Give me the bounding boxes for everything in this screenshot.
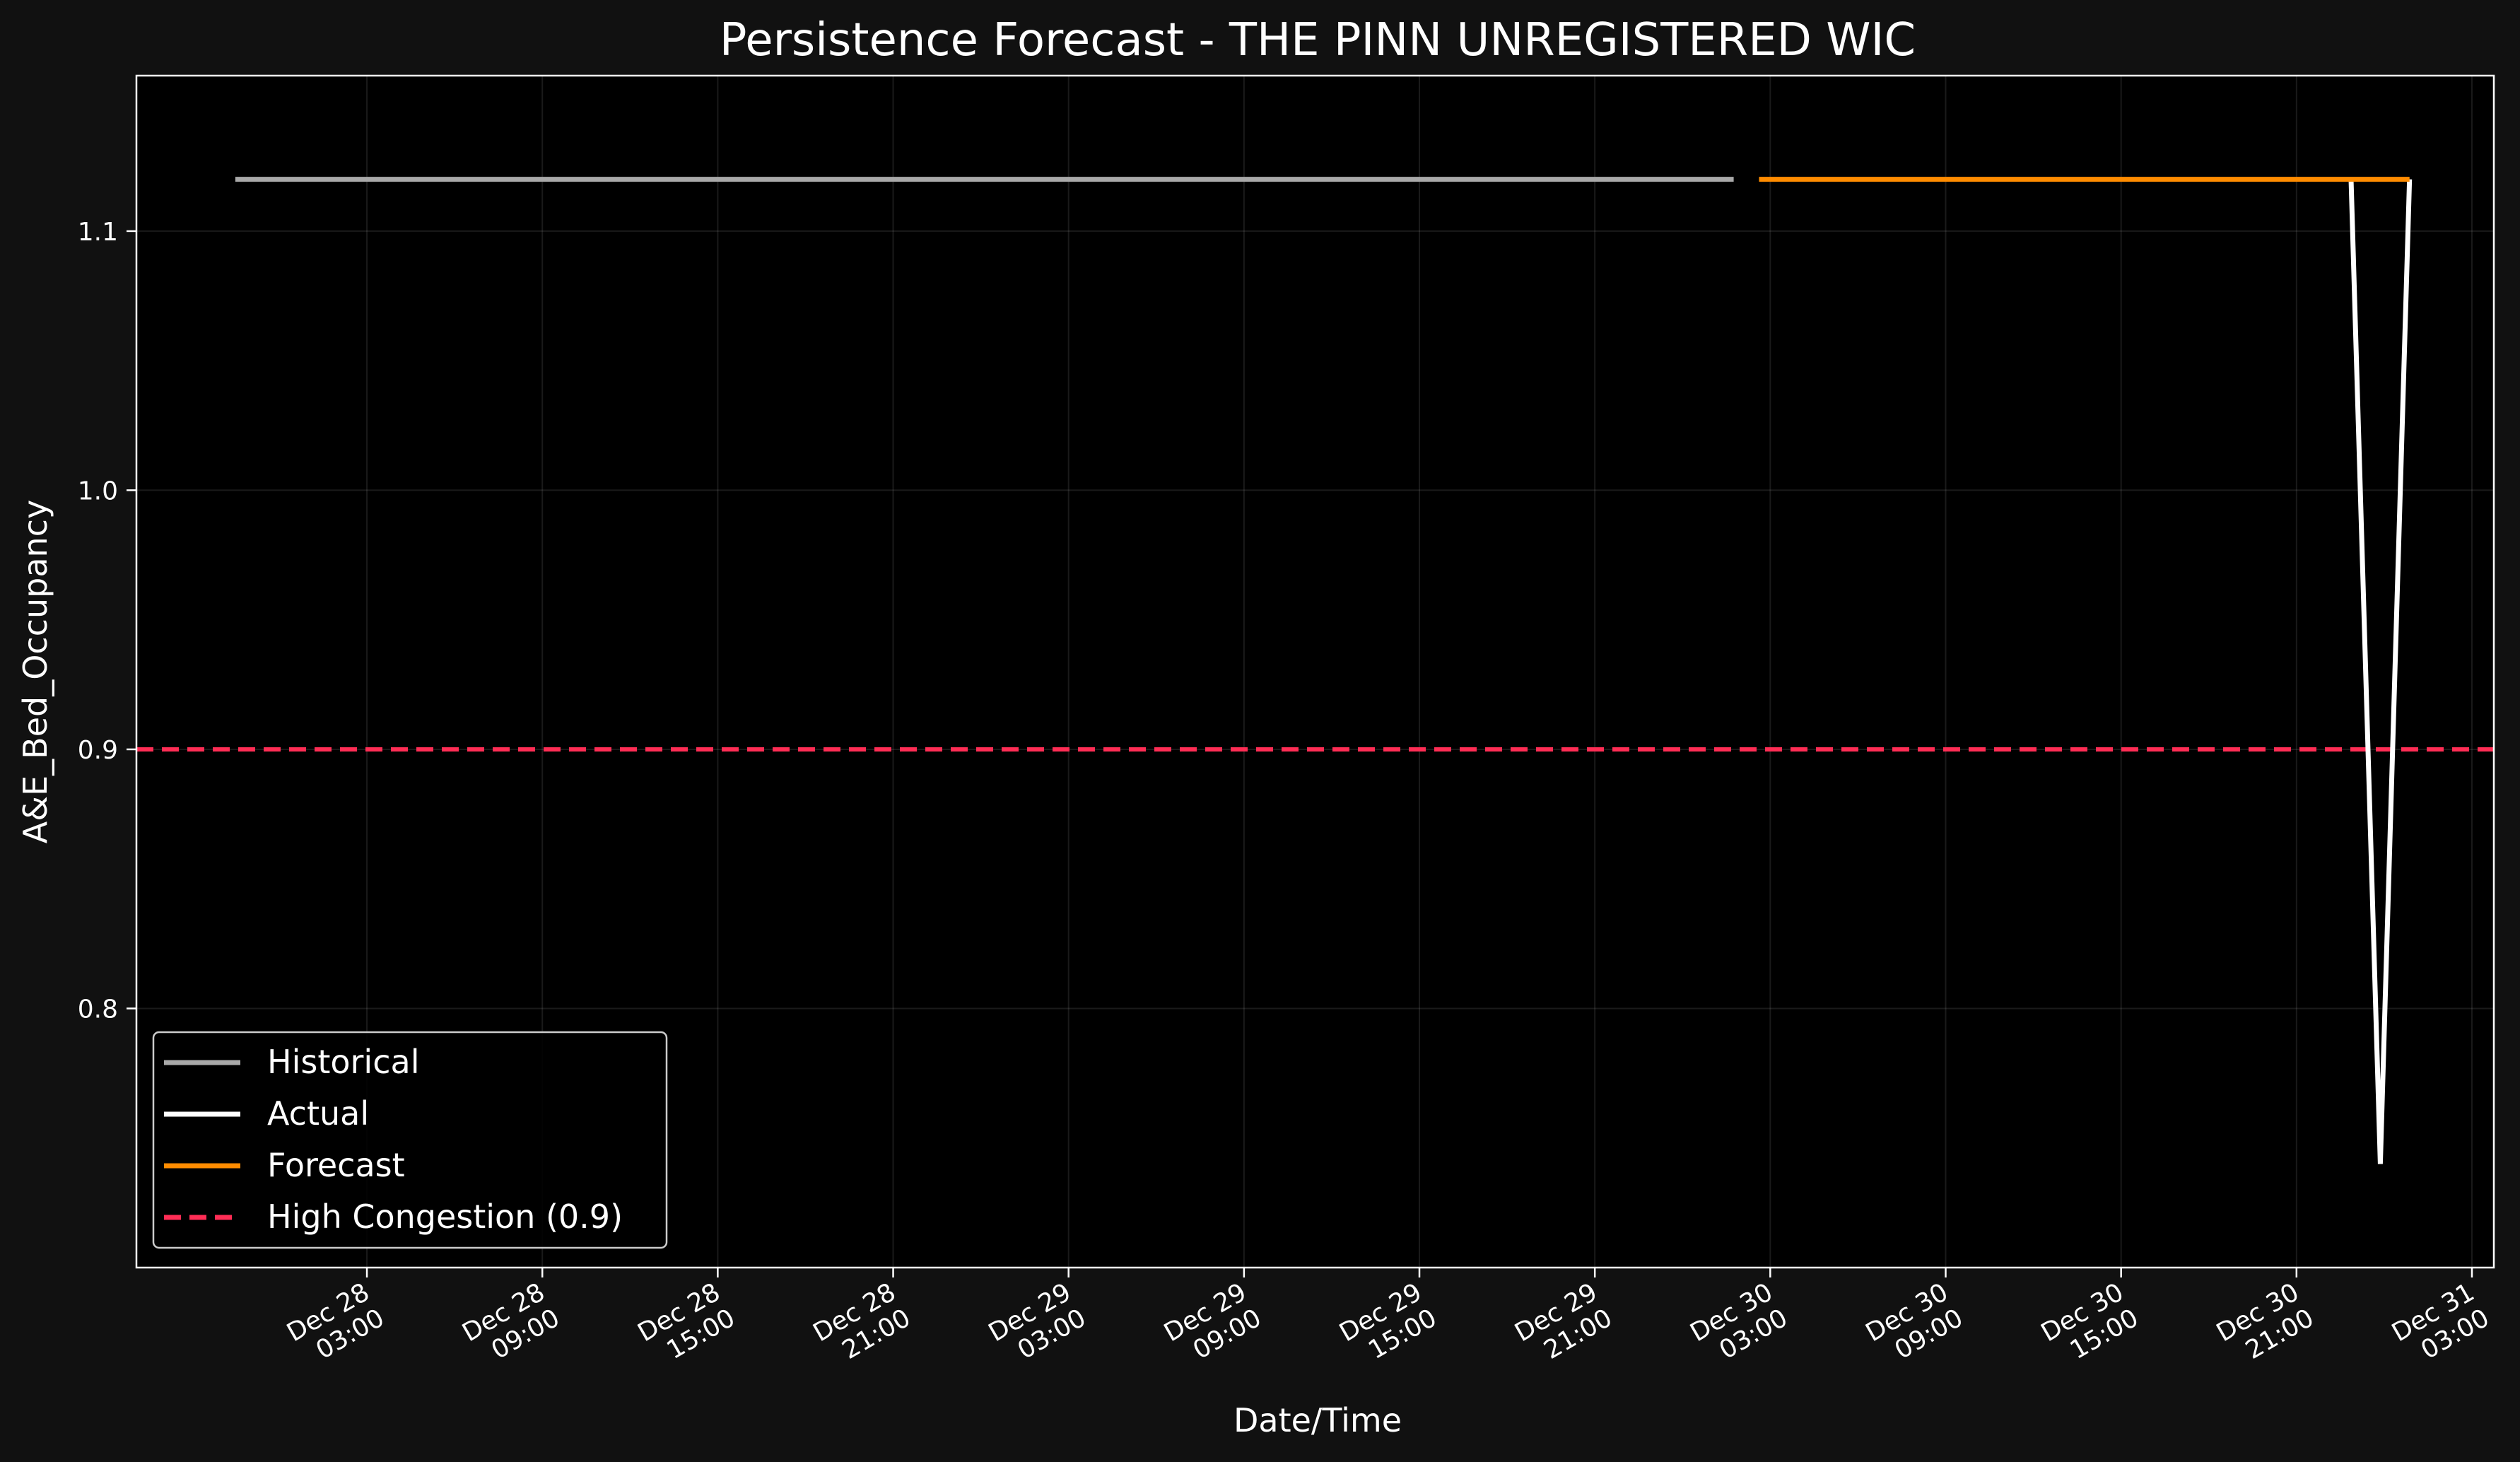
y-tick-label: 0.9 [78, 736, 118, 765]
series-lines [235, 177, 2413, 1164]
chart-title: Persistence Forecast - THE PINN UNREGIST… [720, 14, 1916, 66]
x-axis-label: Date/Time [1233, 1401, 1402, 1439]
legend-label-high-congestion: High Congestion (0.9) [267, 1198, 623, 1236]
y-tick-label: 1.1 [78, 218, 118, 247]
x-tick-label: Dec 2909:00 [1159, 1277, 1266, 1373]
legend-label-actual: Actual [267, 1094, 369, 1133]
plot-frame [135, 74, 2495, 1269]
legend-box [152, 1031, 668, 1249]
y-tick-label: 1.0 [78, 476, 118, 505]
y-axis: 0.8 0.9 1.0 1.1 [78, 218, 136, 1024]
series-line-actual [2348, 179, 2413, 1164]
y-axis-label: A&E_Bed_Occupancy [16, 500, 54, 843]
y-tick-label: 0.8 [78, 995, 118, 1024]
legend-label-forecast: Forecast [267, 1146, 405, 1184]
legend: Historical Actual Forecast High Congesti… [152, 1031, 668, 1249]
legend-label-historical: Historical [267, 1043, 419, 1081]
